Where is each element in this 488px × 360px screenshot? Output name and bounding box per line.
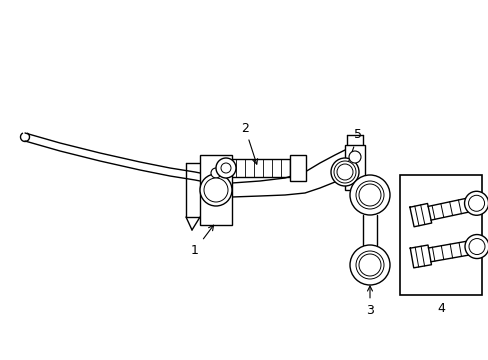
Circle shape — [200, 174, 231, 206]
Circle shape — [464, 191, 488, 215]
Circle shape — [348, 151, 360, 163]
Circle shape — [203, 178, 227, 202]
Circle shape — [358, 254, 380, 276]
Text: 3: 3 — [366, 286, 373, 316]
Circle shape — [210, 168, 221, 178]
Circle shape — [216, 158, 236, 178]
Circle shape — [355, 251, 383, 279]
Bar — [200, 155, 231, 225]
Circle shape — [464, 234, 488, 258]
Circle shape — [468, 195, 484, 211]
Circle shape — [333, 161, 355, 183]
Bar — [399, 175, 481, 295]
Circle shape — [221, 163, 230, 173]
Bar — [289, 155, 305, 181]
Text: 4: 4 — [436, 302, 444, 315]
Circle shape — [349, 245, 389, 285]
Circle shape — [330, 158, 358, 186]
Circle shape — [336, 164, 352, 180]
Circle shape — [468, 239, 484, 255]
Text: 5: 5 — [345, 129, 361, 168]
Circle shape — [355, 181, 383, 209]
Text: 1: 1 — [191, 225, 213, 256]
Text: 2: 2 — [241, 122, 257, 164]
Circle shape — [349, 175, 389, 215]
Circle shape — [358, 184, 380, 206]
Bar — [345, 145, 364, 190]
